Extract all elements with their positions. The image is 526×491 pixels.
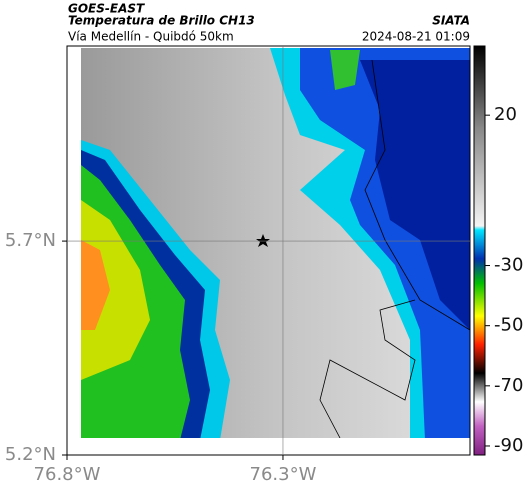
subtitle: Temperatura de Brillo CH13 [68, 14, 255, 28]
lat-tick-label: 5.7°N [5, 230, 56, 251]
satellite-image [81, 48, 470, 438]
colorbar-tick-label: -30 [494, 255, 523, 276]
title: GOES-EAST [68, 2, 145, 16]
city-star [256, 234, 270, 247]
lon-tick-label: 76.3°W [250, 464, 317, 485]
map-frame [66, 45, 471, 456]
colorbar-tick-label: -70 [494, 375, 523, 396]
colorbar [473, 45, 486, 456]
lat-tick-label: 5.2°N [5, 444, 56, 465]
timestamp: 2024-08-21 01:09 [362, 30, 470, 44]
colorbar-tick-label: -50 [494, 315, 523, 336]
route: Vía Medellín - Quibdó 50km [68, 30, 234, 44]
colorbar-tick-label: 20 [494, 104, 517, 125]
colorbar-tick-label: -90 [494, 435, 523, 456]
source: SIATA [432, 14, 470, 28]
lon-tick-label: 76.8°W [34, 464, 101, 485]
